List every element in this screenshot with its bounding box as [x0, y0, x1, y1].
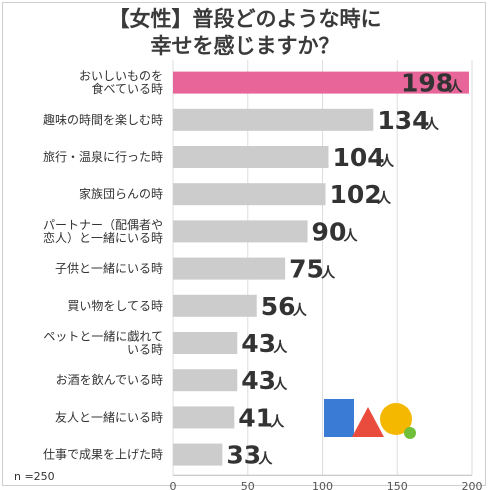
- value-label: 41: [238, 403, 273, 432]
- category-label: 子供と一緒にいる時: [55, 261, 163, 276]
- value-label: 102: [329, 180, 381, 209]
- value-unit: 人: [425, 116, 440, 133]
- category-label: いる時: [127, 343, 163, 357]
- value-unit: 人: [273, 376, 288, 393]
- value-unit: 人: [449, 79, 464, 96]
- category-label: お酒を飲んでいる時: [56, 372, 163, 387]
- value-unit: 人: [321, 265, 336, 282]
- bar: [173, 220, 308, 243]
- bar: [173, 257, 286, 280]
- x-tick-label: 50: [241, 480, 255, 490]
- x-tick-label: 100: [312, 480, 333, 490]
- sample-size-note: n =250: [14, 470, 55, 483]
- value-label: 104: [332, 143, 384, 172]
- value-unit: 人: [258, 451, 273, 468]
- category-label: おいしいものを: [79, 69, 163, 83]
- bar: [173, 406, 235, 429]
- chart-title: 【女性】普段どのような時に 幸せを感じますか？: [0, 6, 490, 60]
- value-label: 56: [261, 292, 296, 321]
- value-label: 33: [226, 441, 261, 470]
- category-label: 仕事で成果を上げた時: [43, 448, 163, 462]
- value-label: 75: [289, 255, 324, 284]
- category-label: パートナー（配偶者や: [43, 218, 163, 232]
- value-label: 90: [312, 217, 347, 246]
- value-unit: 人: [273, 339, 288, 356]
- bar: [173, 443, 223, 466]
- value-unit: 人: [293, 302, 308, 319]
- bar: [173, 369, 238, 392]
- category-label: 家族団らんの時: [79, 186, 163, 201]
- category-label: 恋人）と一緒にいる時: [43, 230, 163, 245]
- value-label: 198: [401, 69, 453, 98]
- bar: [173, 183, 326, 206]
- value-label: 43: [241, 329, 276, 358]
- x-tick-label: 200: [462, 480, 483, 490]
- value-unit: 人: [380, 153, 395, 170]
- value-label: 43: [241, 366, 276, 395]
- category-label: 買い物をしてる時: [67, 299, 163, 313]
- value-unit: 人: [344, 227, 359, 244]
- title-line-1: 【女性】普段どのような時に: [108, 7, 382, 31]
- bar: [173, 294, 257, 317]
- site-logo: [324, 399, 416, 439]
- title-line-2: 幸せを感じますか？: [150, 34, 340, 58]
- bar: [173, 146, 329, 168]
- category-label: 友人と一緒にいる時: [55, 409, 163, 424]
- category-label: 趣味の時間を楽しむ時: [43, 112, 163, 127]
- category-label: ペットと一緒に戯れて: [43, 329, 163, 344]
- category-label: 旅行・温泉に行った時: [43, 150, 163, 164]
- value-label: 134: [377, 106, 429, 135]
- value-unit: 人: [377, 190, 392, 207]
- category-label: 食べている時: [91, 81, 163, 96]
- x-tick-label: 150: [387, 480, 408, 490]
- bar: [173, 71, 470, 94]
- x-tick-label: 0: [170, 480, 177, 490]
- bar: [173, 332, 238, 354]
- bar: [173, 108, 374, 131]
- value-unit: 人: [270, 413, 285, 430]
